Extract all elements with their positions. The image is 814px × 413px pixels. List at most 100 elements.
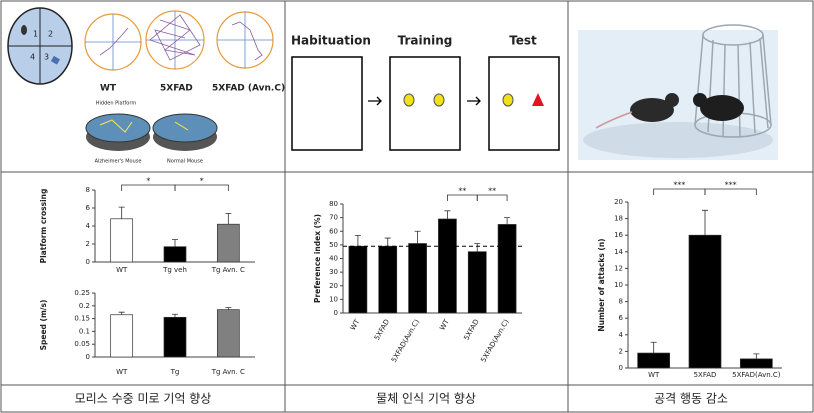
cage-illustration [578, 24, 778, 160]
y-tick-label: 6 [619, 314, 624, 322]
group-label: 5XFAD [160, 84, 193, 94]
error-bar [504, 217, 511, 225]
bar [497, 224, 517, 314]
y-tick-label: 4 [619, 331, 624, 339]
y-tick-label: 0 [86, 353, 90, 361]
y-tick-label: 10 [614, 281, 623, 289]
x-tick-label: Tg veh [162, 266, 187, 274]
y-tick-label: 0.25 [74, 289, 90, 297]
y-tick-label: 0.05 [74, 340, 90, 348]
bar [163, 316, 187, 358]
error-bar [414, 230, 421, 244]
y-tick-label: 20 [329, 282, 338, 290]
significance-label: *** [673, 181, 685, 190]
bar [163, 246, 187, 263]
y-tick-label: 2 [619, 347, 623, 355]
x-tick-label: Tg [170, 368, 180, 376]
error-bar [702, 209, 708, 236]
x-tick-label: 5XFAD(Avn.C) [732, 371, 781, 379]
object-recognition-illustration: Habituation Training Test [291, 34, 560, 151]
maze-illustration: 1 2 3 4 WT 5XFAD 5XFAD (Avn.C) Hidden Pl… [7, 7, 285, 165]
x-tick-label: 5XFAD(Avn.C) [479, 318, 510, 364]
significance-bracket [653, 188, 706, 195]
significance-bracket [121, 184, 176, 191]
significance-bracket [447, 194, 478, 201]
y-tick-label: 0.15 [74, 315, 90, 323]
y-tick-label: 8 [619, 298, 623, 306]
bar [408, 243, 427, 314]
error-bar [444, 210, 451, 219]
error-bar [172, 239, 178, 247]
caption: 물체 인식 기억 향상 [376, 392, 476, 406]
bar [467, 251, 487, 314]
y-tick-label: 12 [614, 264, 623, 272]
quadrant-label: 2 [48, 30, 53, 39]
bar [216, 309, 240, 358]
y-tick-label: 70 [329, 214, 338, 222]
bar [110, 218, 134, 263]
y-tick-label: 50 [329, 241, 338, 249]
y-axis-label: Preference index (%) [313, 214, 322, 303]
y-tick-label: 14 [614, 248, 623, 256]
bar [438, 218, 457, 314]
y-tick-label: 2 [86, 240, 90, 248]
y-tick-label: 20 [614, 198, 623, 206]
x-tick-label: 5XFAD [694, 371, 717, 379]
error-bar [172, 313, 178, 318]
bar [216, 223, 240, 263]
caption: 모리스 수중 미로 기억 향상 [75, 392, 212, 406]
y-tick-label: 4 [86, 222, 91, 230]
bar [688, 234, 722, 369]
significance-label: * [146, 177, 150, 186]
bar [348, 245, 368, 314]
y-axis-label: Number of attacks (n) [597, 238, 606, 331]
pool-title: Hidden Platform [96, 101, 137, 107]
y-tick-label: 40 [329, 255, 338, 263]
significance-label: * [200, 177, 204, 186]
y-tick-label: 80 [329, 200, 338, 208]
phase-label: Habituation [291, 34, 371, 48]
error-bar [650, 341, 657, 354]
y-tick-label: 0.2 [79, 302, 90, 310]
y-axis-label: Platform crossing [39, 189, 48, 264]
bar [110, 314, 134, 358]
x-tick-label: WT [438, 317, 451, 331]
pool-label: Alzheimer's Mouse [95, 159, 142, 165]
x-tick-label: WT [116, 368, 128, 376]
x-tick-label: 5XFAD [462, 318, 480, 342]
y-tick-label: 6 [86, 204, 91, 212]
y-tick-label: 10 [329, 295, 338, 303]
y-tick-label: 18 [614, 215, 623, 223]
x-tick-label: 5XFAD [373, 318, 391, 342]
significance-bracket [704, 188, 757, 195]
group-label: WT [100, 84, 117, 94]
error-bar [225, 213, 232, 225]
caption: 공격 행동 감소 [654, 391, 728, 406]
y-tick-label: 60 [329, 227, 338, 235]
significance-label: ** [458, 187, 466, 196]
significance-bracket [174, 184, 229, 191]
y-tick-label: 0.1 [79, 327, 90, 335]
bar [637, 352, 671, 369]
phase-label: Training [398, 34, 453, 48]
quadrant-label: 4 [30, 53, 35, 62]
error-bar [118, 311, 125, 315]
y-tick-label: 16 [614, 231, 623, 239]
error-bar [354, 234, 361, 247]
x-tick-label: WT [116, 266, 128, 274]
significance-bracket [476, 194, 508, 201]
error-bar [474, 243, 481, 252]
quadrant-label: 1 [33, 30, 38, 39]
x-tick-label: 5XFAD(Avn.C) [390, 318, 421, 364]
quadrant-label: 3 [44, 53, 49, 62]
group-label: 5XFAD (Avn.C) [212, 84, 285, 94]
significance-label: ** [488, 187, 496, 196]
significance-label: *** [725, 181, 737, 190]
charts: 0 2 4 6 8 Platform crossing WT Tg veh Tg Avn. C *… [39, 177, 782, 379]
bar [739, 358, 773, 369]
y-tick-label: 30 [329, 268, 338, 276]
y-tick-label: 0 [86, 258, 90, 266]
phase-label: Test [509, 34, 537, 48]
error-bar [753, 353, 760, 359]
